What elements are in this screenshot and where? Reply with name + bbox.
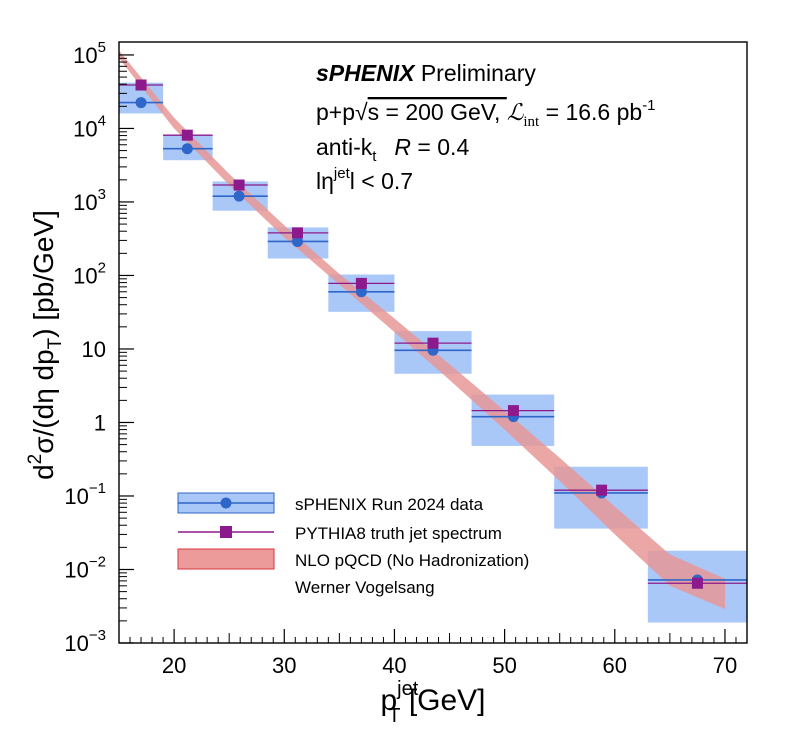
x-tick-label-1: 30: [272, 653, 296, 678]
pythia-point-7: [596, 484, 608, 496]
legend-nlo-swatch: [177, 548, 275, 570]
x-axis-title: pjet T [GeV]: [380, 678, 485, 727]
x-tick-label-3: 50: [492, 653, 516, 678]
y-tick-label-6: 10−1: [64, 480, 106, 509]
y-axis-title: d2σ/(dη dpT) [pb/GeV]: [25, 210, 66, 480]
pythia-point-1: [181, 129, 193, 141]
pythia-point-5: [427, 337, 439, 349]
x-tick-label-0: 20: [162, 653, 186, 678]
y-tick-label-8: 10−3: [64, 627, 106, 656]
data-point-4: [355, 286, 367, 298]
pythia-point-4: [355, 277, 367, 289]
data-point-0: [135, 97, 147, 109]
data-point-3: [291, 235, 303, 247]
info-box: sPHENIX Preliminary p+p√s = 200 GeV, ℒin…: [316, 60, 656, 194]
pythia-point-6: [507, 405, 519, 417]
pythia-point-2: [233, 179, 245, 191]
legend-label-nlo-author: Werner Vogelsang: [295, 578, 435, 597]
legend-label-nlo: NLO pQCD (No Hadronization): [295, 551, 529, 570]
legend-label-data: sPHENIX Run 2024 data: [295, 495, 484, 514]
pythia-point-8: [691, 577, 703, 589]
data-point-2: [233, 190, 245, 202]
pythia-point-3: [291, 227, 303, 239]
y-tick-label-7: 10−2: [64, 553, 106, 582]
plot-frame: [118, 41, 748, 644]
info-jet-algorithm: anti-kt R = 0.4: [316, 134, 469, 165]
info-eta-cut: lηjetl < 0.7: [316, 165, 413, 194]
y-tick-label-0: 105: [73, 39, 106, 68]
data-point-1: [181, 143, 193, 155]
nlo-band-layer: [119, 50, 725, 609]
y-tick-label-4: 10: [82, 337, 106, 362]
x-tick-label-2: 40: [382, 653, 406, 678]
legend-data-marker: [220, 497, 232, 509]
y-tick-label-1: 104: [73, 112, 106, 141]
x-tick-label-5: 70: [713, 653, 737, 678]
y-tick-label-5: 1: [94, 410, 106, 435]
y-tick-label-3: 102: [73, 259, 106, 288]
y-tick-label-2: 103: [73, 186, 106, 215]
legend: sPHENIX Run 2024 data PYTHIA8 truth jet …: [177, 492, 529, 597]
nlo-pqcd-band: [119, 50, 725, 609]
x-tick-label-4: 60: [603, 653, 627, 678]
marker-layer: [119, 79, 747, 589]
legend-pythia-marker: [220, 526, 232, 538]
info-energy-lumi: p+p√s = 200 GeV, ℒint = 16.6 pb-1: [316, 97, 656, 130]
pythia-point-0: [135, 79, 147, 91]
info-title: sPHENIX Preliminary: [316, 60, 536, 86]
legend-label-pythia: PYTHIA8 truth jet spectrum: [295, 524, 502, 543]
